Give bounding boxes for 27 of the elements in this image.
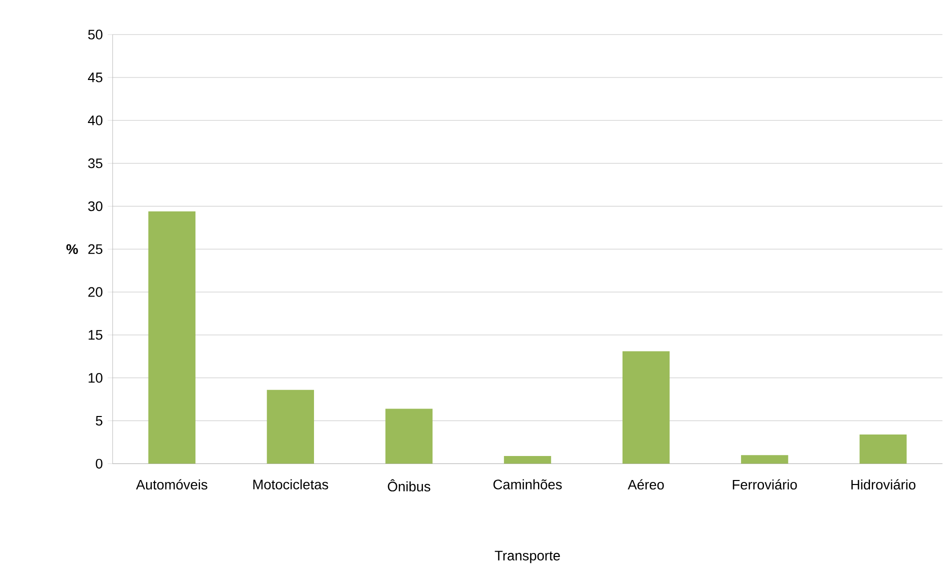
x-tick-label: Caminhões <box>493 479 562 490</box>
y-tick-label: 40 <box>88 116 102 126</box>
y-tick-label: 5 <box>96 416 102 426</box>
bar <box>860 434 907 464</box>
y-tick-label: 15 <box>88 330 102 340</box>
x-tick-label: Aéreo <box>628 479 664 490</box>
x-tick-label: Ônibus <box>388 479 430 492</box>
bar <box>385 408 433 464</box>
x-tick-label: Automóveis <box>136 479 208 490</box>
bar <box>741 455 788 464</box>
bar <box>504 456 552 464</box>
bar <box>266 390 314 464</box>
y-tick-label: 25 <box>88 244 102 254</box>
x-tick-label: Motocicletas <box>253 479 328 490</box>
x-axis-title: Transporte <box>494 550 560 564</box>
y-tick-label: 10 <box>88 373 102 383</box>
x-tick-label: Ferroviário <box>732 479 797 490</box>
y-tick-label: 35 <box>88 158 102 168</box>
y-tick-label: 20 <box>88 287 102 298</box>
bar <box>148 211 196 464</box>
y-tick-label: 0 <box>96 458 102 469</box>
x-tick-label: Hidroviário <box>851 479 916 490</box>
y-tick-label: 50 <box>88 30 102 40</box>
y-tick-label: 30 <box>88 201 102 212</box>
y-tick-label: 45 <box>88 72 102 82</box>
bar <box>622 351 670 464</box>
y-axis-title: % <box>66 244 78 254</box>
